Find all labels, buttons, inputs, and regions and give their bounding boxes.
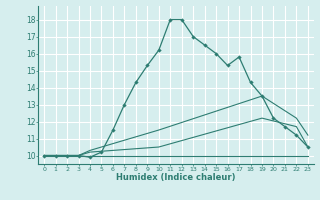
X-axis label: Humidex (Indice chaleur): Humidex (Indice chaleur) [116,173,236,182]
